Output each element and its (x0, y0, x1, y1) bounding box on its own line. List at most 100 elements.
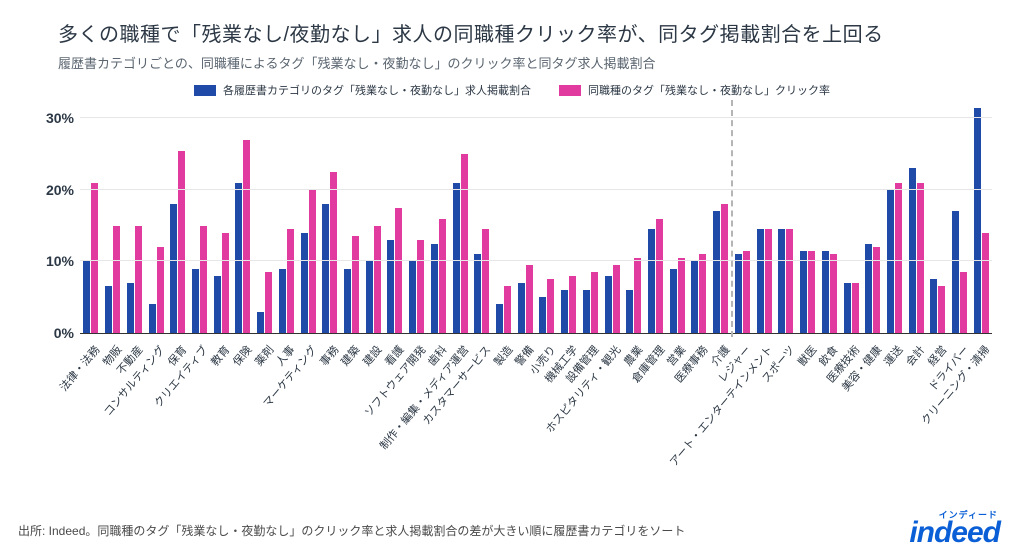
bar-series1 (561, 290, 568, 333)
bar-series2 (852, 283, 859, 333)
bar-group (80, 104, 102, 333)
bar-series2 (830, 254, 837, 333)
bar-series2 (352, 236, 359, 333)
x-label-cell: スポーツ (775, 338, 797, 488)
bars-layer (80, 104, 992, 333)
bar-series1 (844, 283, 851, 333)
bar-series2 (330, 172, 337, 333)
x-label-cell: 製造 (493, 338, 515, 488)
x-tick-label: 会計 (902, 342, 928, 369)
bar-series2 (591, 272, 598, 333)
bar-series1 (952, 211, 959, 333)
bar-group (102, 104, 124, 333)
bar-series2 (721, 204, 728, 333)
bar-group (558, 104, 580, 333)
bar-group (384, 104, 406, 333)
bar-series2 (569, 276, 576, 333)
legend-swatch-series2 (559, 85, 581, 96)
bar-series1 (887, 190, 894, 333)
bar-series1 (778, 229, 785, 333)
x-label-cell: 獣医 (797, 338, 819, 488)
bar-group (341, 104, 363, 333)
bar-group (688, 104, 710, 333)
x-tick-label: 保険 (229, 342, 255, 369)
bar-group (428, 104, 450, 333)
bar-group (319, 104, 341, 333)
bar-group (210, 104, 232, 333)
bar-series1 (930, 279, 937, 333)
bar-group (775, 104, 797, 333)
bar-series2 (917, 183, 924, 333)
bar-series1 (409, 261, 416, 333)
bar-series2 (765, 229, 772, 333)
bar-series1 (105, 286, 112, 333)
bar-group (623, 104, 645, 333)
bar-series2 (504, 286, 511, 333)
bar-group (949, 104, 971, 333)
bar-group (275, 104, 297, 333)
bar-group (818, 104, 840, 333)
bar-series2 (287, 229, 294, 333)
x-label-cell: 教育 (210, 338, 232, 488)
bar-group (580, 104, 602, 333)
x-label-cell: 美容・健康 (862, 338, 884, 488)
bar-series1 (301, 233, 308, 333)
bar-group (970, 104, 992, 333)
bar-series2 (461, 154, 468, 333)
bar-series1 (366, 261, 373, 333)
bar-series2 (982, 233, 989, 333)
bar-series1 (431, 244, 438, 333)
bar-series2 (656, 219, 663, 334)
bar-group (840, 104, 862, 333)
bar-series1 (909, 168, 916, 333)
x-label-cell: 薬剤 (254, 338, 276, 488)
bar-group (927, 104, 949, 333)
bar-group (732, 104, 754, 333)
x-label-cell: 運送 (884, 338, 906, 488)
gridline (80, 189, 992, 190)
bar-group (645, 104, 667, 333)
bar-series1 (214, 276, 221, 333)
bar-series1 (713, 211, 720, 333)
y-tick-label: 30% (34, 110, 74, 126)
bar-series2 (895, 183, 902, 333)
bar-group (601, 104, 623, 333)
bar-group (123, 104, 145, 333)
gridline (80, 117, 992, 118)
bar-series2 (265, 272, 272, 333)
bar-series2 (482, 229, 489, 333)
x-label-cell: 法律・法務 (80, 338, 102, 488)
bar-series1 (170, 204, 177, 333)
x-label-cell: カスタマーサービス (471, 338, 493, 488)
bar-series1 (453, 183, 460, 333)
bar-series2 (178, 151, 185, 333)
bar-series1 (474, 254, 481, 333)
bar-series2 (678, 258, 685, 333)
bar-group (232, 104, 254, 333)
bar-series2 (243, 140, 250, 333)
bar-series1 (691, 261, 698, 333)
bar-series1 (670, 269, 677, 333)
bar-group (753, 104, 775, 333)
bar-series1 (539, 297, 546, 333)
bar-group (449, 104, 471, 333)
chart-area: 0%10%20%30% 法律・法務物販不動産コンサルティング保育クリエイティブ教… (80, 104, 992, 488)
bar-group (254, 104, 276, 333)
bar-series2 (526, 265, 533, 333)
bar-series1 (518, 283, 525, 333)
y-tick-label: 0% (34, 325, 74, 341)
bar-series1 (865, 244, 872, 333)
bar-series1 (496, 304, 503, 333)
bar-series1 (322, 204, 329, 333)
bar-group (493, 104, 515, 333)
bar-series1 (757, 229, 764, 333)
bar-group (797, 104, 819, 333)
bar-series1 (974, 108, 981, 333)
legend: 各履歴書カテゴリのタグ「残業なし・夜勤なし」求人掲載割合 同職種のタグ「残業なし… (22, 82, 1002, 98)
bar-series2 (222, 233, 229, 333)
source-footer: 出所: Indeed。同職種のタグ「残業なし・夜勤なし」のクリック率と求人掲載割… (18, 522, 685, 539)
bar-series1 (605, 276, 612, 333)
bar-group (710, 104, 732, 333)
x-label-cell: 事務 (319, 338, 341, 488)
bar-series2 (417, 240, 424, 333)
